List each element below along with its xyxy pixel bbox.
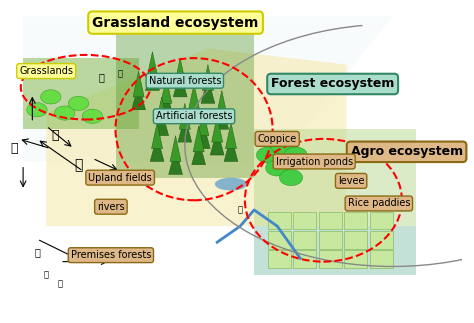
Polygon shape <box>215 103 228 129</box>
Text: 🐦: 🐦 <box>57 280 63 289</box>
Circle shape <box>270 137 293 153</box>
Text: 🦋: 🦋 <box>10 142 18 155</box>
Bar <box>268 250 291 268</box>
Bar <box>293 231 317 249</box>
Polygon shape <box>224 136 238 162</box>
Bar <box>293 250 317 268</box>
Text: Grasslands: Grasslands <box>19 66 73 76</box>
Text: Coppice: Coppice <box>257 134 297 144</box>
Polygon shape <box>201 78 215 103</box>
Text: Artificial forests: Artificial forests <box>156 111 232 121</box>
Polygon shape <box>150 136 164 162</box>
Circle shape <box>82 109 102 123</box>
Polygon shape <box>146 65 159 90</box>
Polygon shape <box>226 123 237 149</box>
Polygon shape <box>179 103 191 129</box>
Bar <box>319 231 342 249</box>
Text: Premises forests: Premises forests <box>71 250 151 260</box>
Circle shape <box>256 147 280 163</box>
Polygon shape <box>156 97 167 123</box>
Polygon shape <box>169 149 182 174</box>
Circle shape <box>280 170 302 186</box>
Circle shape <box>27 103 47 117</box>
Text: Irrigation ponds: Irrigation ponds <box>275 157 353 166</box>
Circle shape <box>265 160 289 176</box>
Text: 👨: 👨 <box>238 205 243 214</box>
Polygon shape <box>192 139 206 165</box>
Text: 🦅: 🦅 <box>52 129 59 142</box>
Polygon shape <box>46 48 346 226</box>
Bar <box>293 212 317 229</box>
Text: levee: levee <box>338 176 365 186</box>
Bar <box>344 212 367 229</box>
Polygon shape <box>159 90 173 116</box>
Text: Forest ecosystem: Forest ecosystem <box>271 78 394 90</box>
Polygon shape <box>198 110 209 136</box>
Text: Upland fields: Upland fields <box>88 173 152 182</box>
Polygon shape <box>147 52 158 78</box>
Polygon shape <box>178 116 192 142</box>
Circle shape <box>41 90 61 104</box>
Bar <box>344 231 367 249</box>
Bar <box>344 250 367 268</box>
Text: Rice paddies: Rice paddies <box>347 199 410 208</box>
Polygon shape <box>23 58 138 129</box>
Polygon shape <box>23 16 393 162</box>
Polygon shape <box>211 116 223 142</box>
Polygon shape <box>187 97 201 123</box>
Polygon shape <box>173 71 187 97</box>
Polygon shape <box>116 32 254 178</box>
Bar <box>268 231 291 249</box>
Ellipse shape <box>215 178 247 191</box>
Polygon shape <box>193 126 204 152</box>
Polygon shape <box>216 90 228 116</box>
Polygon shape <box>174 58 186 84</box>
Bar <box>370 231 393 249</box>
Circle shape <box>284 147 307 163</box>
Polygon shape <box>254 226 416 275</box>
Polygon shape <box>254 129 416 275</box>
Text: rivers: rivers <box>97 202 125 212</box>
Circle shape <box>55 106 75 120</box>
Polygon shape <box>196 123 210 149</box>
Polygon shape <box>133 71 144 97</box>
Polygon shape <box>210 129 224 155</box>
Text: Natural forests: Natural forests <box>148 76 221 86</box>
Bar <box>319 212 342 229</box>
Text: Grassland ecosystem: Grassland ecosystem <box>92 16 259 30</box>
Text: 🦟: 🦟 <box>34 247 40 257</box>
Polygon shape <box>189 84 200 110</box>
Polygon shape <box>161 78 172 103</box>
Text: 🐸: 🐸 <box>44 270 49 279</box>
Text: Agro ecosystem: Agro ecosystem <box>350 145 463 158</box>
Polygon shape <box>152 123 163 149</box>
Polygon shape <box>155 110 169 136</box>
Circle shape <box>68 96 89 110</box>
Bar <box>268 212 291 229</box>
Text: 🦅: 🦅 <box>74 158 83 172</box>
Text: 🐄: 🐄 <box>99 73 105 82</box>
Bar <box>370 250 393 268</box>
Polygon shape <box>170 136 181 162</box>
Polygon shape <box>202 65 213 90</box>
Polygon shape <box>132 84 146 110</box>
Text: 🐄: 🐄 <box>118 70 123 79</box>
Bar <box>370 212 393 229</box>
Bar <box>319 250 342 268</box>
